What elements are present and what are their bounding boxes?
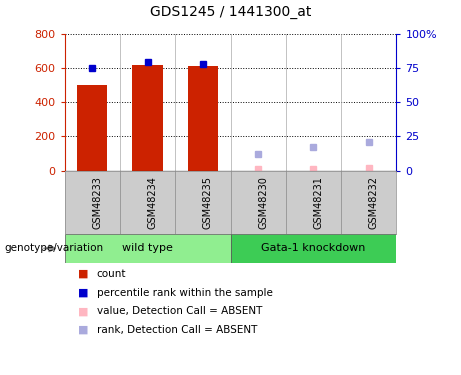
Text: GSM48234: GSM48234 — [148, 176, 158, 229]
Text: GDS1245 / 1441300_at: GDS1245 / 1441300_at — [150, 5, 311, 19]
Text: GSM48230: GSM48230 — [258, 176, 268, 229]
Text: GSM48235: GSM48235 — [203, 176, 213, 229]
Text: ■: ■ — [78, 269, 89, 279]
Bar — [132, 65, 163, 171]
Text: ■: ■ — [78, 306, 89, 316]
Bar — [188, 66, 218, 171]
Text: GSM48232: GSM48232 — [369, 176, 379, 229]
Bar — [65, 234, 230, 262]
Text: genotype/variation: genotype/variation — [5, 243, 104, 254]
Text: GSM48233: GSM48233 — [92, 176, 102, 229]
Text: value, Detection Call = ABSENT: value, Detection Call = ABSENT — [97, 306, 262, 316]
Text: ■: ■ — [78, 325, 89, 335]
Text: Gata-1 knockdown: Gata-1 knockdown — [261, 243, 366, 254]
Text: count: count — [97, 269, 126, 279]
Text: GSM48231: GSM48231 — [313, 176, 324, 229]
Text: percentile rank within the sample: percentile rank within the sample — [97, 288, 273, 297]
Text: ■: ■ — [78, 288, 89, 297]
Bar — [230, 234, 396, 262]
Text: wild type: wild type — [122, 243, 173, 254]
Bar — [77, 85, 107, 171]
Text: rank, Detection Call = ABSENT: rank, Detection Call = ABSENT — [97, 325, 257, 335]
